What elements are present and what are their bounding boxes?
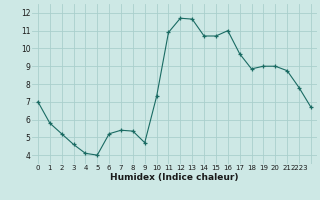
X-axis label: Humidex (Indice chaleur): Humidex (Indice chaleur) — [110, 173, 239, 182]
